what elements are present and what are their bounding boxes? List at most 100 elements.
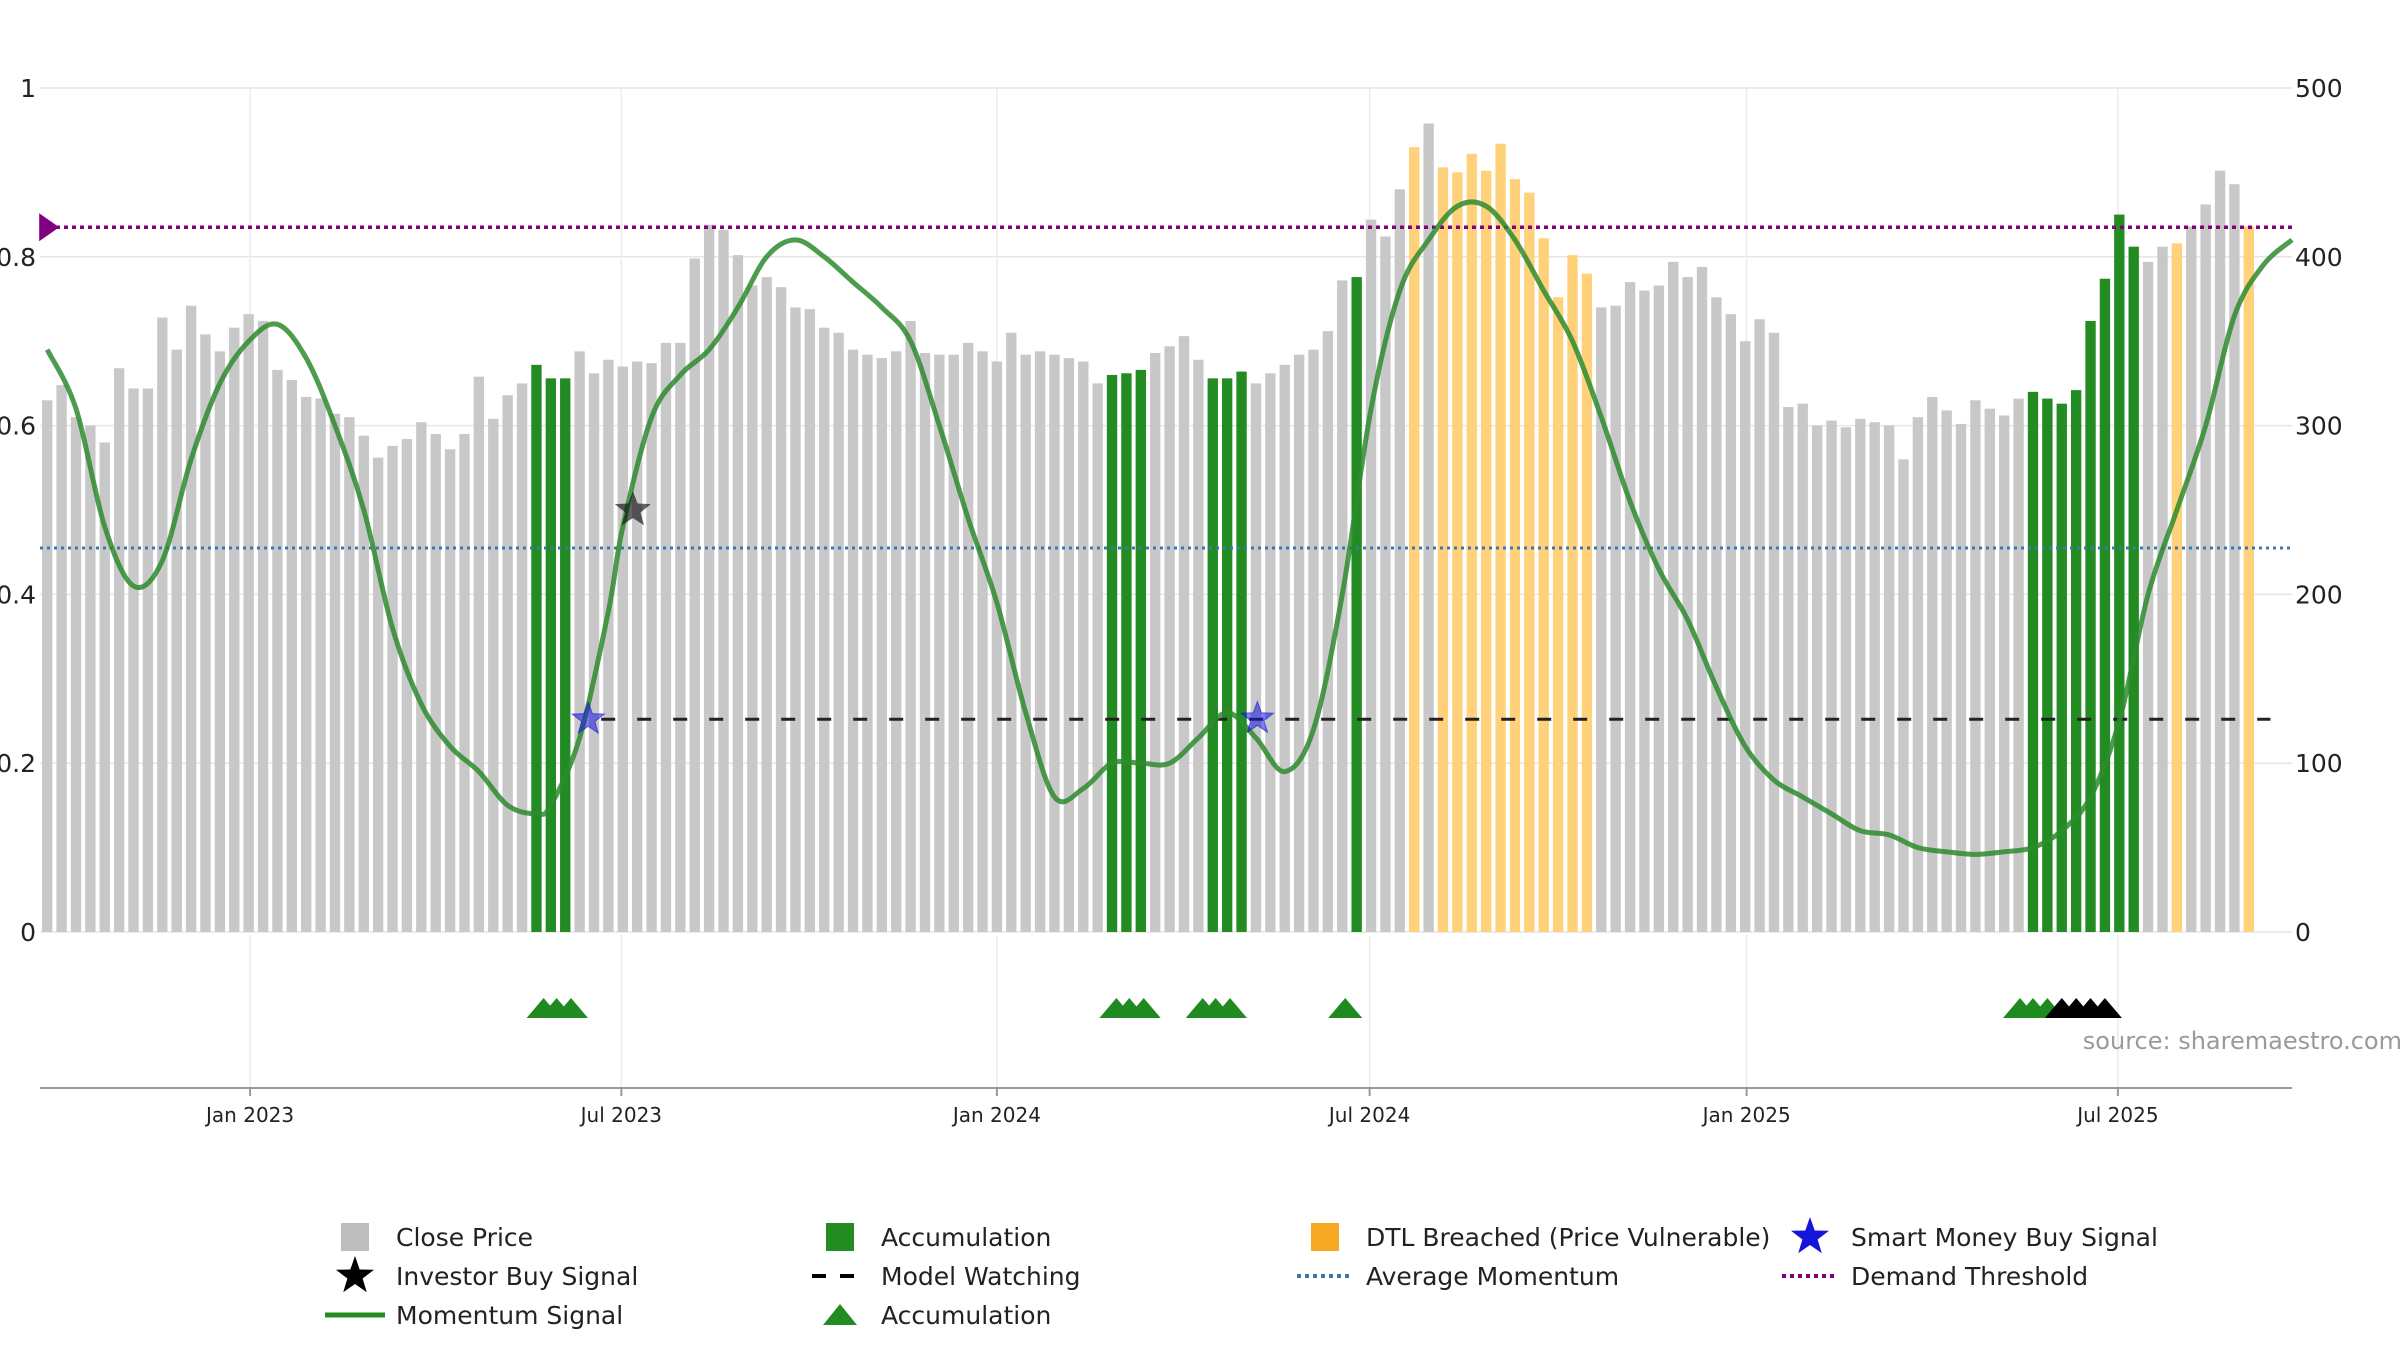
accumulation-panel <box>526 998 2122 1018</box>
price-bar <box>1020 354 1031 932</box>
legend-square-icon <box>826 1223 854 1251</box>
price-bar <box>2186 226 2197 933</box>
price-bar <box>847 349 859 932</box>
price-bar <box>85 425 96 932</box>
price-bar <box>1610 305 1621 932</box>
price-bar <box>1725 314 1736 932</box>
price-bar <box>804 309 816 932</box>
price-bar <box>99 442 110 932</box>
price-bar <box>833 332 844 932</box>
price-bar <box>157 317 168 932</box>
legend-square-icon <box>1311 1223 1339 1251</box>
right-axis-tick-label: 500 <box>2295 74 2343 103</box>
price-bar <box>948 354 959 932</box>
price-bar <box>1265 373 1276 932</box>
price-bar <box>416 422 427 932</box>
price-bar <box>1797 403 1808 932</box>
source-label: source: sharemaestro.com <box>2083 1027 2400 1055</box>
legend-square-icon <box>341 1223 369 1251</box>
price-bar <box>689 258 700 932</box>
price-bar <box>1135 369 1146 932</box>
legend-label: Model Watching <box>881 1262 1081 1291</box>
legend-star-icon <box>1791 1217 1829 1254</box>
price-bar <box>1308 349 1319 932</box>
price-bar <box>891 351 902 933</box>
legend-label: Smart Money Buy Signal <box>1851 1223 2158 1252</box>
price-bar <box>1495 143 1506 932</box>
legend-star-icon <box>336 1256 374 1293</box>
price-bar <box>1509 179 1521 932</box>
price-bar <box>185 305 197 932</box>
price-bar <box>991 361 1003 933</box>
left-axis-tick-label: 0.6 <box>0 412 36 441</box>
price-bar <box>1984 408 1995 933</box>
price-bar <box>1063 358 1075 933</box>
price-bar <box>1394 189 1406 932</box>
price-bar <box>214 351 226 933</box>
price-bar <box>2214 170 2226 932</box>
price-bar <box>1740 341 1751 932</box>
smart-money-star <box>570 700 606 735</box>
price-bar <box>1783 407 1794 932</box>
right-axis-tick-label: 300 <box>2295 412 2343 441</box>
demand-threshold-marker <box>39 213 60 242</box>
price-bar <box>1552 297 1564 932</box>
price-bar <box>171 349 182 932</box>
price-bar <box>1898 459 1909 932</box>
price-bar <box>1912 417 1924 932</box>
price-bar <box>358 435 369 932</box>
legend-label: DTL Breached (Price Vulnerable) <box>1366 1223 1770 1252</box>
price-bar <box>646 363 657 932</box>
price-bar <box>488 418 499 933</box>
x-axis-tick-label: Jul 2025 <box>2075 1103 2158 1127</box>
price-bar <box>2157 246 2168 933</box>
smart-money-star <box>1239 700 1275 734</box>
price-bar <box>531 364 542 933</box>
price-bar <box>70 417 82 932</box>
price-bar <box>574 351 585 933</box>
price-bar <box>1150 353 1161 932</box>
investor-buy-star <box>614 491 651 526</box>
price-bar <box>1581 273 1593 932</box>
legend-label: Investor Buy Signal <box>396 1262 638 1291</box>
price-bar <box>473 376 485 932</box>
price-bar <box>401 439 413 932</box>
price-bar <box>1999 415 2010 933</box>
legend-label: Accumulation <box>881 1223 1051 1252</box>
x-axis-tick-label: Jan 2024 <box>951 1103 1041 1127</box>
price-bar <box>372 457 384 932</box>
price-bar <box>919 353 931 932</box>
price-bar <box>1409 147 1420 932</box>
price-bar <box>502 395 513 933</box>
price-bar <box>2200 204 2211 933</box>
right-axis-tick-label: 200 <box>2295 580 2343 609</box>
price-bar <box>1106 374 1118 933</box>
price-bar <box>1941 410 1952 932</box>
left-axis-tick-label: 0.2 <box>0 749 36 778</box>
price-bar <box>315 398 326 933</box>
momentum-signal-line <box>44 199 2294 857</box>
price-bar <box>272 369 283 932</box>
x-axis-tick-label: Jul 2024 <box>1327 1103 1410 1127</box>
price-bar <box>632 361 643 933</box>
price-bar <box>301 396 312 932</box>
price-bar <box>1927 396 1938 932</box>
right-axis-tick-label: 100 <box>2295 749 2343 778</box>
price-bar <box>1653 285 1665 932</box>
signal-markers <box>39 213 1275 735</box>
price-bar <box>1682 277 1693 932</box>
price-bar <box>1236 371 1247 933</box>
price-bar <box>329 413 341 932</box>
price-bar <box>56 385 67 933</box>
price-bar <box>286 380 297 932</box>
price-bar <box>2243 226 2255 933</box>
price-bar <box>1092 383 1103 932</box>
legend-label: Close Price <box>396 1223 533 1252</box>
price-bar <box>962 342 974 932</box>
x-axis-tick-label: Jul 2023 <box>579 1103 662 1127</box>
price-bar <box>1207 378 1218 933</box>
price-bar <box>1121 373 1132 932</box>
price-bar <box>905 320 916 932</box>
accumulation-triangle <box>2087 998 2122 1018</box>
price-bar <box>1351 277 1362 932</box>
